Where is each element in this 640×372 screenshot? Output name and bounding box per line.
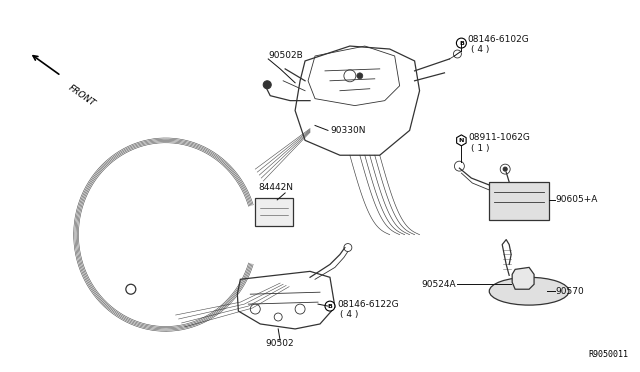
Text: ( 4 ): ( 4 ) bbox=[471, 45, 490, 54]
Text: 08146-6122G: 08146-6122G bbox=[337, 299, 399, 309]
Text: 08146-6102G: 08146-6102G bbox=[467, 35, 529, 44]
Text: 08911-1062G: 08911-1062G bbox=[468, 133, 530, 142]
Circle shape bbox=[263, 81, 271, 89]
Text: R9050011: R9050011 bbox=[589, 350, 628, 359]
Text: ( 4 ): ( 4 ) bbox=[340, 310, 358, 318]
Text: 90330N: 90330N bbox=[330, 126, 365, 135]
Bar bbox=[489, 182, 549, 220]
Text: ( 1 ): ( 1 ) bbox=[471, 144, 490, 153]
Polygon shape bbox=[512, 267, 534, 289]
Circle shape bbox=[456, 38, 467, 48]
Circle shape bbox=[357, 73, 363, 79]
Text: 90570: 90570 bbox=[555, 287, 584, 296]
Text: N: N bbox=[459, 138, 464, 143]
Text: B: B bbox=[459, 41, 464, 46]
Polygon shape bbox=[457, 135, 466, 146]
Circle shape bbox=[325, 301, 335, 311]
Text: FRONT: FRONT bbox=[66, 83, 97, 108]
Bar bbox=[255, 198, 293, 226]
Text: 84442N: 84442N bbox=[259, 183, 293, 192]
Text: 90605+A: 90605+A bbox=[555, 195, 597, 204]
Text: 90502: 90502 bbox=[265, 339, 294, 348]
Text: 90524A: 90524A bbox=[422, 280, 456, 289]
Circle shape bbox=[503, 167, 507, 171]
Text: B: B bbox=[328, 304, 332, 309]
Text: 90502B: 90502B bbox=[268, 51, 303, 61]
Ellipse shape bbox=[489, 277, 569, 305]
